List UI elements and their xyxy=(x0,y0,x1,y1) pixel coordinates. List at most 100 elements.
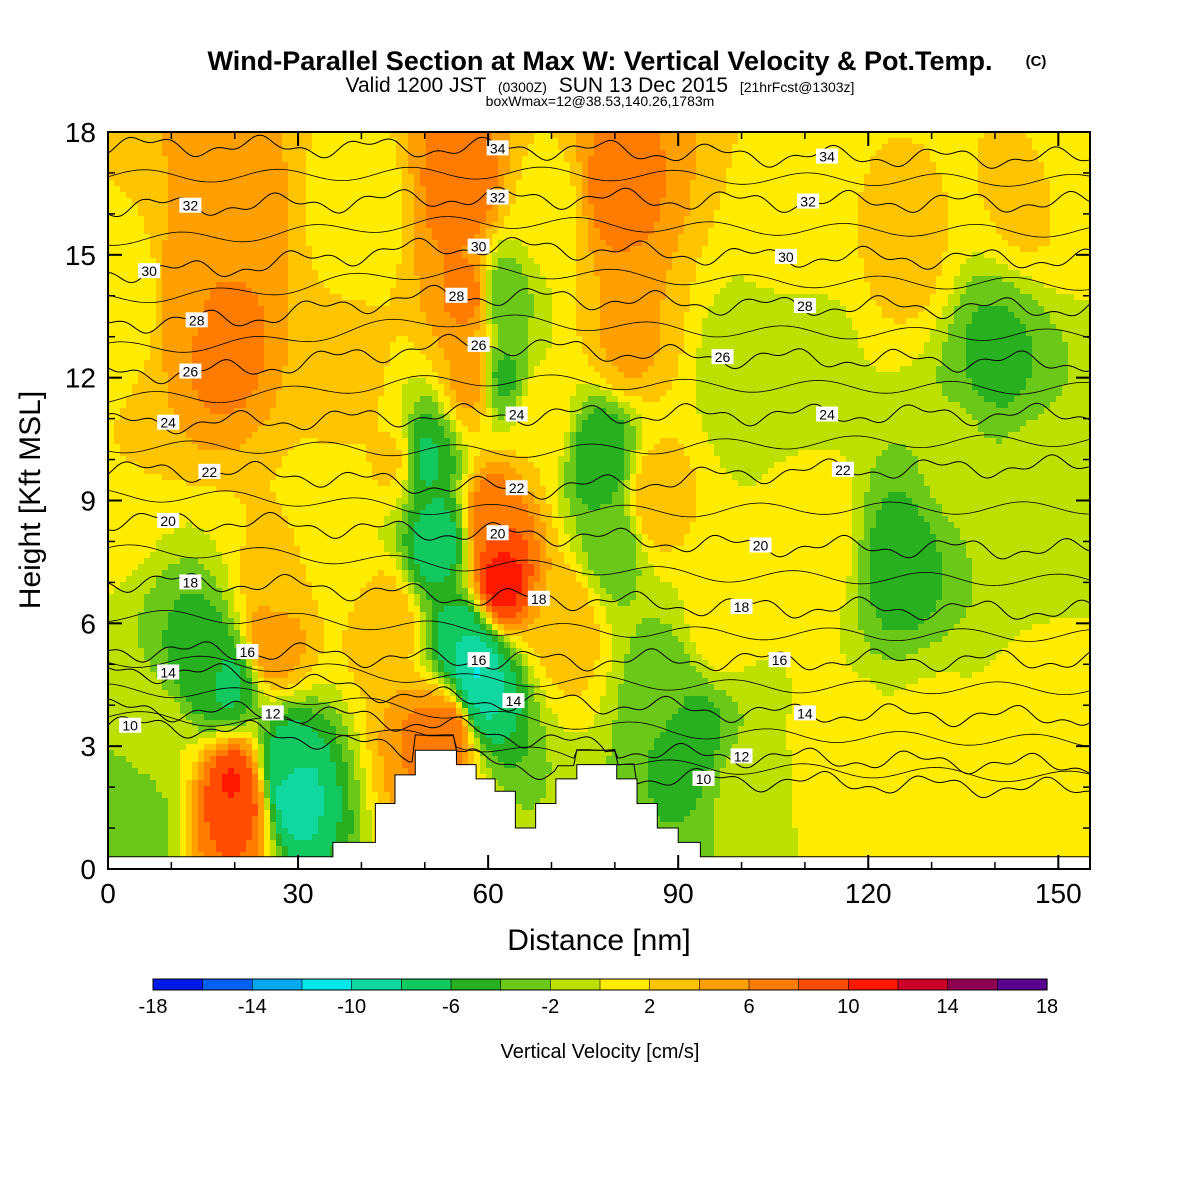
velocity-cell xyxy=(846,282,853,289)
velocity-cell xyxy=(492,174,499,181)
velocity-cell xyxy=(444,168,451,175)
velocity-cell xyxy=(672,306,679,313)
velocity-cell xyxy=(294,228,301,235)
velocity-cell xyxy=(246,270,253,277)
velocity-cell xyxy=(930,168,937,175)
velocity-cell xyxy=(1068,258,1075,265)
velocity-cell xyxy=(414,264,421,271)
velocity-cell xyxy=(1014,294,1021,301)
velocity-cell xyxy=(648,258,655,265)
velocity-cell xyxy=(156,216,163,223)
velocity-cell xyxy=(576,234,583,241)
velocity-cell xyxy=(642,192,649,199)
velocity-cell xyxy=(324,300,331,307)
velocity-cell xyxy=(978,258,985,265)
velocity-cell xyxy=(636,162,643,169)
velocity-cell xyxy=(498,306,505,313)
velocity-cell xyxy=(822,138,829,145)
velocity-cell xyxy=(780,132,787,139)
velocity-cell xyxy=(672,186,679,193)
velocity-cell xyxy=(528,204,535,211)
velocity-cell xyxy=(732,288,739,295)
velocity-cell xyxy=(354,246,361,253)
velocity-cell xyxy=(414,282,421,289)
velocity-cell xyxy=(384,294,391,301)
velocity-cell xyxy=(732,300,739,307)
velocity-cell xyxy=(462,132,469,139)
velocity-cell xyxy=(342,162,349,169)
velocity-cell xyxy=(798,132,805,139)
velocity-cell xyxy=(558,294,565,301)
velocity-cell xyxy=(708,252,715,259)
velocity-cell xyxy=(738,144,745,151)
velocity-cell xyxy=(606,204,613,211)
velocity-cell xyxy=(186,138,193,145)
velocity-cell xyxy=(312,204,319,211)
velocity-cell xyxy=(654,258,661,265)
velocity-cell xyxy=(492,252,499,259)
velocity-cell xyxy=(1008,282,1015,289)
velocity-cell xyxy=(576,228,583,235)
velocity-cell xyxy=(552,174,559,181)
velocity-cell xyxy=(672,270,679,277)
velocity-cell xyxy=(966,240,973,247)
velocity-cell xyxy=(288,210,295,217)
velocity-cell xyxy=(1008,216,1015,223)
velocity-cell xyxy=(996,144,1003,151)
velocity-cell xyxy=(930,162,937,169)
velocity-cell xyxy=(1026,198,1033,205)
velocity-cell xyxy=(732,138,739,145)
velocity-cell xyxy=(348,174,355,181)
velocity-cell xyxy=(318,174,325,181)
velocity-cell xyxy=(696,234,703,241)
velocity-cell xyxy=(894,156,901,163)
velocity-cell xyxy=(1020,246,1027,253)
velocity-cell xyxy=(258,156,265,163)
velocity-cell xyxy=(1002,270,1009,277)
velocity-cell xyxy=(174,210,181,217)
velocity-cell xyxy=(756,252,763,259)
velocity-cell xyxy=(774,306,781,313)
velocity-cell xyxy=(516,276,523,283)
velocity-cell xyxy=(780,234,787,241)
velocity-cell xyxy=(342,132,349,139)
velocity-cell xyxy=(528,216,535,223)
velocity-cell xyxy=(1074,300,1081,307)
velocity-cell xyxy=(612,222,619,229)
velocity-cell xyxy=(300,306,307,313)
velocity-cell xyxy=(138,282,145,289)
velocity-cell xyxy=(528,180,535,187)
velocity-cell xyxy=(270,312,277,319)
velocity-cell xyxy=(558,300,565,307)
velocity-cell xyxy=(534,204,541,211)
velocity-cell xyxy=(708,240,715,247)
velocity-cell xyxy=(888,138,895,145)
velocity-cell xyxy=(576,144,583,151)
velocity-cell xyxy=(402,294,409,301)
velocity-cell xyxy=(774,174,781,181)
velocity-cell xyxy=(954,294,961,301)
velocity-cell xyxy=(966,198,973,205)
velocity-cell xyxy=(1020,144,1027,151)
velocity-cell xyxy=(816,276,823,283)
velocity-cell xyxy=(1038,222,1045,229)
velocity-cell xyxy=(930,222,937,229)
velocity-cell xyxy=(714,150,721,157)
velocity-cell xyxy=(1068,252,1075,259)
velocity-cell xyxy=(252,144,259,151)
velocity-cell xyxy=(690,300,697,307)
velocity-cell xyxy=(990,252,997,259)
velocity-cell xyxy=(996,282,1003,289)
velocity-cell xyxy=(630,180,637,187)
velocity-cell xyxy=(1086,132,1090,139)
velocity-cell xyxy=(624,174,631,181)
velocity-cell xyxy=(594,258,601,265)
velocity-cell xyxy=(1026,138,1033,145)
velocity-cell xyxy=(318,150,325,157)
velocity-cell xyxy=(222,246,229,253)
velocity-cell xyxy=(984,288,991,295)
velocity-cell xyxy=(378,210,385,217)
velocity-cell xyxy=(1080,306,1087,313)
velocity-cell xyxy=(846,288,853,295)
velocity-cell xyxy=(354,132,361,139)
